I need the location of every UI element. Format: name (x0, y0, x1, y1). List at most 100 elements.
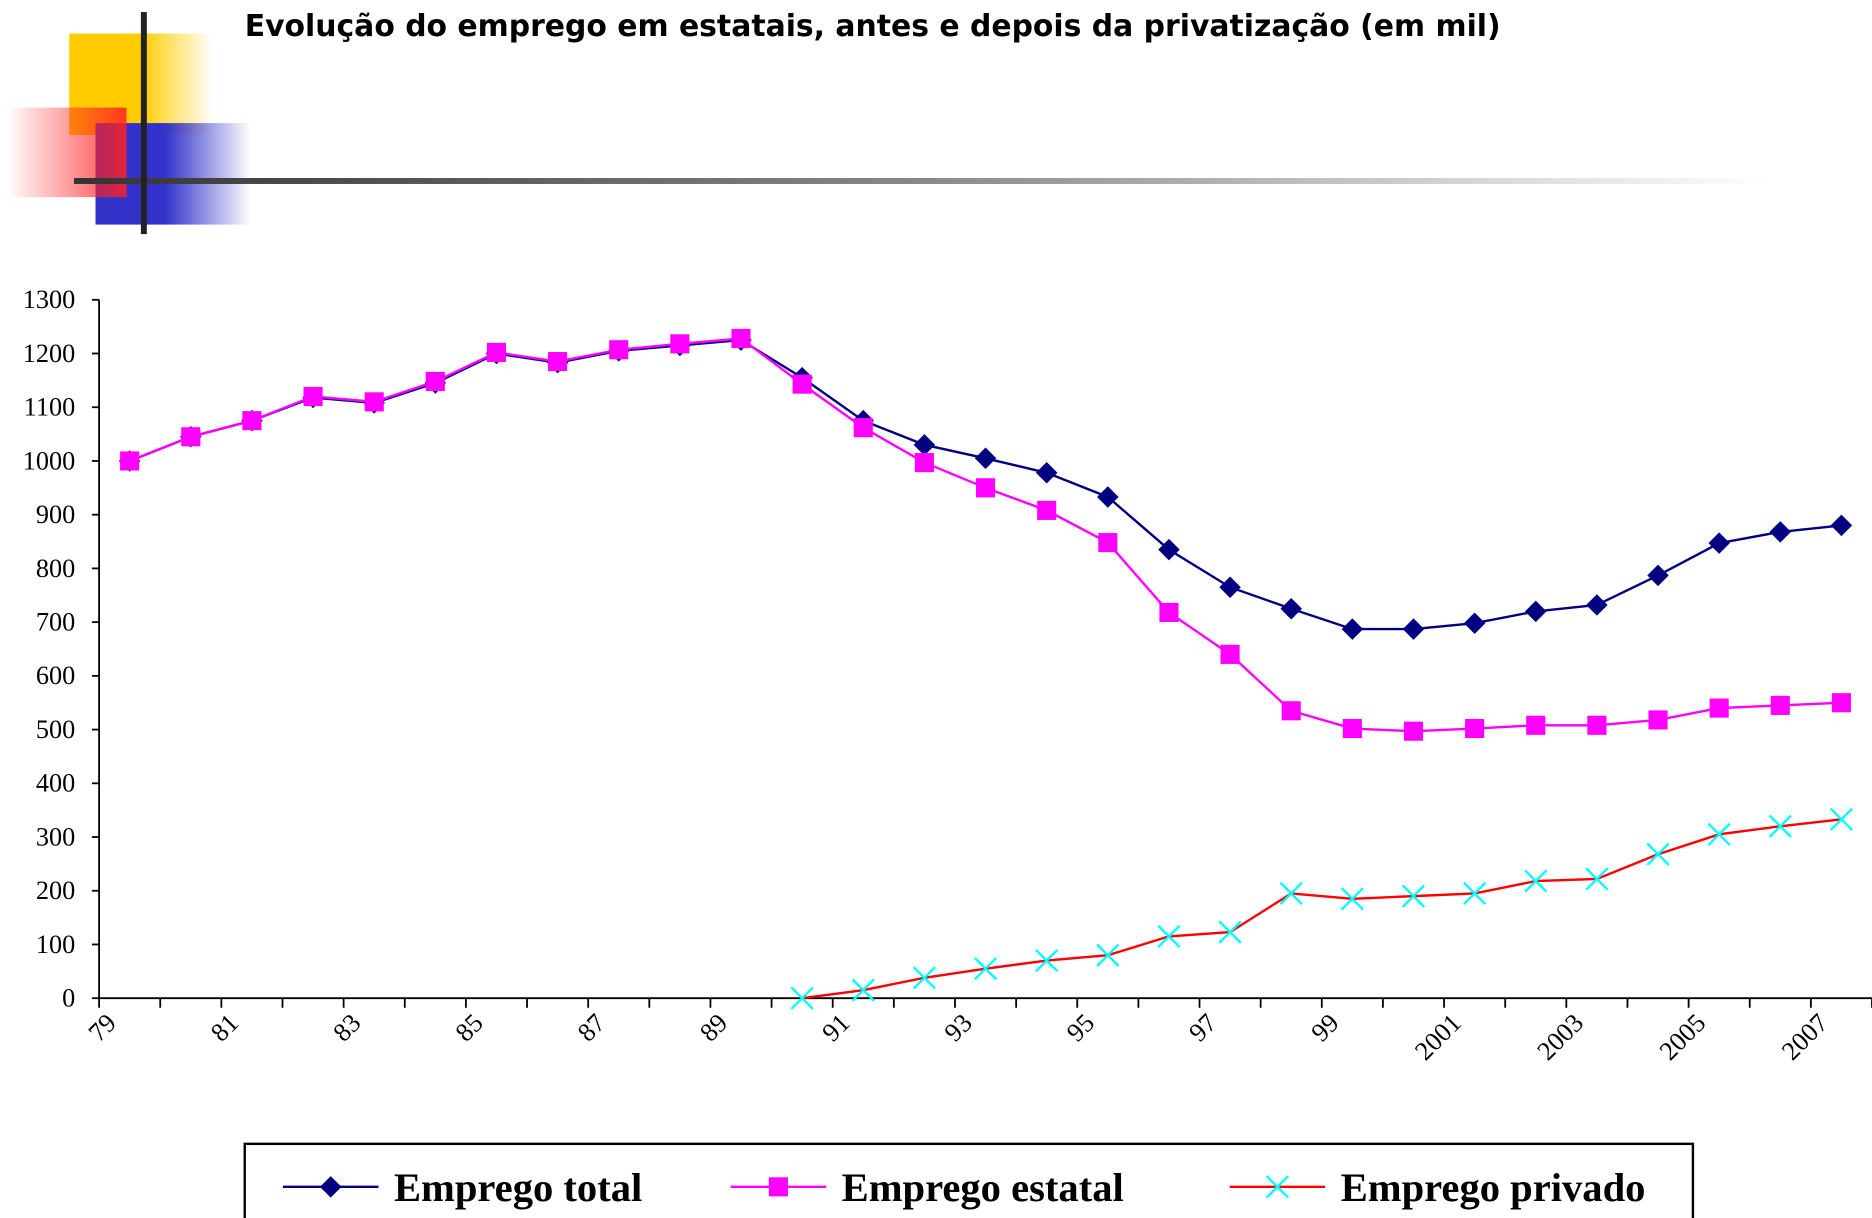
x-tick-label: 87 (572, 1008, 611, 1047)
data-point (1035, 949, 1059, 973)
data-point (1829, 807, 1854, 831)
y-tick-label: 500 (36, 715, 75, 744)
data-point (1280, 597, 1302, 620)
data-point (1035, 462, 1058, 484)
data-point (914, 453, 934, 473)
data-point (1465, 718, 1485, 739)
y-tick-label: 300 (36, 822, 75, 851)
x-tick-label: 2003 (1532, 1008, 1590, 1066)
y-tick-label: 600 (36, 661, 75, 690)
data-point (1220, 644, 1240, 664)
y-tick-label: 1300 (23, 285, 76, 314)
y-tick-label: 1100 (24, 393, 76, 422)
y-tick-label: 1200 (23, 339, 76, 368)
data-point (790, 986, 814, 1010)
data-point (912, 966, 937, 990)
data-point (1587, 715, 1607, 735)
data-point (1340, 887, 1364, 911)
data-point (1159, 602, 1179, 623)
x-tick-label: 2007 (1776, 1008, 1834, 1066)
data-point (1709, 698, 1729, 718)
x-tick-label: 89 (694, 1008, 733, 1047)
data-point (792, 374, 812, 394)
legend-label: Emprego estatal (842, 1165, 1124, 1210)
chart-title: Evolução do emprego em estatais, antes e… (245, 9, 1501, 44)
data-point (1218, 920, 1242, 944)
data-point (1524, 869, 1548, 893)
data-point (1646, 842, 1670, 866)
x-tick-label: 91 (817, 1008, 856, 1047)
x-tick-label: 95 (1061, 1008, 1100, 1047)
legend (243, 1142, 1695, 1218)
data-point (1586, 594, 1608, 616)
data-point (974, 447, 997, 470)
data-point (851, 978, 875, 1002)
y-tick-label: 800 (36, 554, 75, 583)
data-point (303, 386, 323, 407)
data-point (1341, 618, 1364, 640)
data-point (242, 411, 262, 431)
data-point (1707, 822, 1731, 846)
data-point (1585, 867, 1609, 891)
legend-label: Emprego total (394, 1165, 642, 1210)
y-tick-label: 900 (36, 500, 75, 529)
data-point (1096, 943, 1120, 967)
data-point (1463, 881, 1487, 906)
data-point (975, 478, 996, 498)
data-point (973, 957, 998, 981)
data-point (1648, 710, 1668, 730)
data-point (181, 427, 201, 447)
data-point (1647, 564, 1669, 587)
series-line (801, 818, 1842, 1000)
data-point (1342, 718, 1362, 739)
y-tick-label: 400 (36, 769, 75, 798)
data-point (1831, 693, 1851, 713)
data-point (853, 418, 873, 438)
y-tick-label: 100 (36, 930, 75, 959)
data-point (1770, 695, 1790, 715)
x-tick-label: 85 (450, 1008, 489, 1047)
decoration (7, 12, 1770, 235)
y-tick-label: 200 (36, 876, 75, 905)
x-tick-label: 2005 (1654, 1008, 1712, 1066)
data-point (1402, 618, 1425, 640)
data-point (1769, 521, 1792, 543)
data-point (768, 1177, 788, 1197)
data-point (1265, 1175, 1290, 1199)
data-point (1098, 533, 1118, 553)
x-tick-label: 83 (327, 1008, 366, 1047)
data-point (1219, 576, 1241, 598)
data-point (1401, 884, 1426, 908)
data-point (1157, 924, 1181, 949)
data-point (670, 334, 690, 354)
x-tick-label: 79 (83, 1008, 122, 1047)
x-tick-label: 2001 (1409, 1008, 1467, 1066)
data-point (425, 371, 445, 391)
data-point (1403, 721, 1424, 741)
data-point (1768, 814, 1792, 838)
series-line (129, 337, 1842, 733)
data-point (120, 451, 140, 471)
y-tick-label: 700 (36, 607, 75, 636)
x-tick-label: 99 (1306, 1008, 1345, 1047)
data-point (364, 392, 384, 412)
data-point (913, 434, 936, 456)
data-point (1463, 612, 1486, 634)
data-point (1281, 701, 1301, 721)
data-point (1830, 514, 1853, 537)
data-point (731, 328, 751, 349)
data-point (486, 342, 507, 362)
legend-label: Emprego privado (1341, 1165, 1646, 1210)
data-point (1279, 881, 1303, 906)
data-point (1708, 532, 1730, 554)
x-tick-label: 81 (205, 1008, 244, 1047)
data-point (609, 340, 629, 360)
data-point (1526, 715, 1546, 735)
y-tick-label: 0 (62, 984, 75, 1013)
data-point (1037, 500, 1057, 520)
x-tick-label: 97 (1183, 1008, 1222, 1047)
data-point (1525, 600, 1547, 623)
y-tick-label: 1000 (23, 446, 76, 475)
x-tick-label: 93 (939, 1008, 978, 1047)
